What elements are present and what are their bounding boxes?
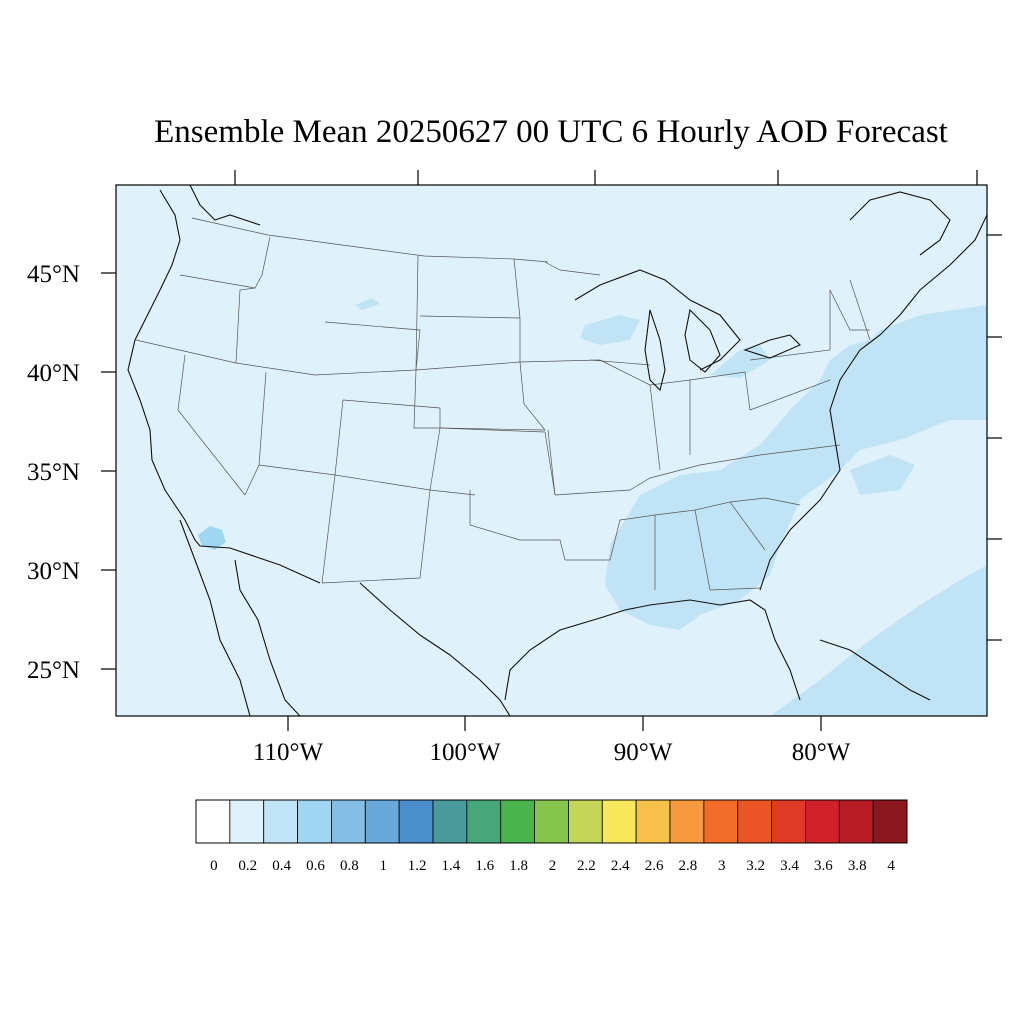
- colorbar-label: 3.2: [746, 858, 765, 874]
- colorbar-label: 0.4: [272, 858, 291, 874]
- colorbar-swatch: [195, 799, 231, 844]
- colorbar-label: 0.6: [306, 858, 325, 874]
- colorbar-frame: [195, 799, 908, 844]
- colorbar-swatch: [500, 799, 535, 844]
- colorbar-label: 2.8: [679, 858, 698, 874]
- colorbar-swatch: [635, 799, 671, 844]
- aod-plume-southwest: [198, 526, 226, 550]
- colorbar-swatch: [838, 799, 874, 844]
- colorbar-swatch: [872, 799, 908, 844]
- map-title: Ensemble Mean 20250627 00 UTC 6 Hourly A…: [154, 114, 948, 150]
- colorbar-swatch: [297, 799, 332, 844]
- colorbar-label: 2.6: [645, 858, 664, 874]
- colorbar-label: 2.2: [577, 858, 596, 874]
- map-frame: [115, 184, 988, 717]
- coastlines: [127, 185, 987, 716]
- lon-label-100w: 100°W: [429, 739, 500, 766]
- latitude-labels: 45°N 40°N 35°N 30°N 25°N: [27, 261, 80, 684]
- colorbar-label: 3.4: [780, 858, 799, 874]
- colorbar-swatch: [398, 799, 434, 844]
- colorbar-label: 1.4: [442, 858, 461, 874]
- colorbar-label: 0.8: [340, 858, 359, 874]
- colorbar-swatch: [229, 799, 265, 844]
- colorbar-label: 2.4: [611, 858, 630, 874]
- colorbar-label: 4: [887, 858, 895, 874]
- colorbar-label: 0.2: [238, 858, 257, 874]
- colorbar-label: 3.6: [814, 858, 833, 874]
- colorbar-swatch: [805, 799, 840, 844]
- colorbar-label: 1.8: [509, 858, 528, 874]
- colorbar: 0 0.2 0.4 0.6 0.8 1 1.2 1.4 1.6 1.8 2 2.2 2.4 2.6 2.8 3…: [195, 799, 908, 874]
- lat-label-30n: 30°N: [27, 558, 80, 585]
- colorbar-label: 1.2: [408, 858, 427, 874]
- colorbar-swatch: [737, 799, 772, 844]
- lon-label-80w: 80°W: [792, 739, 851, 766]
- aod-region-atlantic-south: [770, 565, 987, 716]
- colorbar-label: 0: [210, 858, 218, 874]
- colorbar-swatch: [466, 799, 502, 844]
- colorbar-label: 3: [718, 858, 726, 874]
- colorbar-swatch: [534, 799, 569, 844]
- colorbar-swatch: [568, 799, 603, 844]
- colorbar-swatch: [771, 799, 806, 844]
- colorbar-label: 2: [549, 858, 557, 874]
- colorbar-labels: 0 0.2 0.4 0.6 0.8 1 1.2 1.4 1.6 1.8 2 2.2 2.4 2.6 2.8 3…: [210, 858, 895, 874]
- colorbar-swatch: [364, 799, 400, 844]
- lat-label-25n: 25°N: [27, 657, 80, 684]
- state-boundaries: [135, 217, 871, 591]
- aod-region-montana: [355, 298, 380, 310]
- colorbar-swatches: [195, 799, 908, 844]
- lat-label-45n: 45°N: [27, 261, 80, 288]
- aod-region-atlantic-east: [850, 455, 915, 495]
- colorbar-swatch: [263, 799, 298, 844]
- lat-label-35n: 35°N: [27, 459, 80, 486]
- colorbar-label: 1.6: [475, 858, 494, 874]
- colorbar-label: 1: [379, 858, 387, 874]
- colorbar-swatch: [331, 799, 366, 844]
- map-ticks: [101, 170, 1002, 731]
- aod-elevated-regions: [355, 298, 987, 716]
- longitude-labels: 110°W 100°W 90°W 80°W: [253, 739, 851, 766]
- colorbar-swatch: [669, 799, 705, 844]
- lon-label-110w: 110°W: [253, 739, 324, 766]
- map-panel: 45°N 40°N 35°N 30°N 25°N 110°W 100°W 90°…: [27, 170, 1002, 766]
- colorbar-swatch: [601, 799, 637, 844]
- colorbar-label: 3.8: [848, 858, 867, 874]
- lat-label-40n: 40°N: [27, 360, 80, 387]
- aod-region-great-lakes: [580, 315, 640, 345]
- colorbar-swatch: [432, 799, 468, 844]
- aod-region-southeast: [605, 305, 987, 630]
- lon-label-90w: 90°W: [614, 739, 673, 766]
- colorbar-swatch: [703, 799, 739, 844]
